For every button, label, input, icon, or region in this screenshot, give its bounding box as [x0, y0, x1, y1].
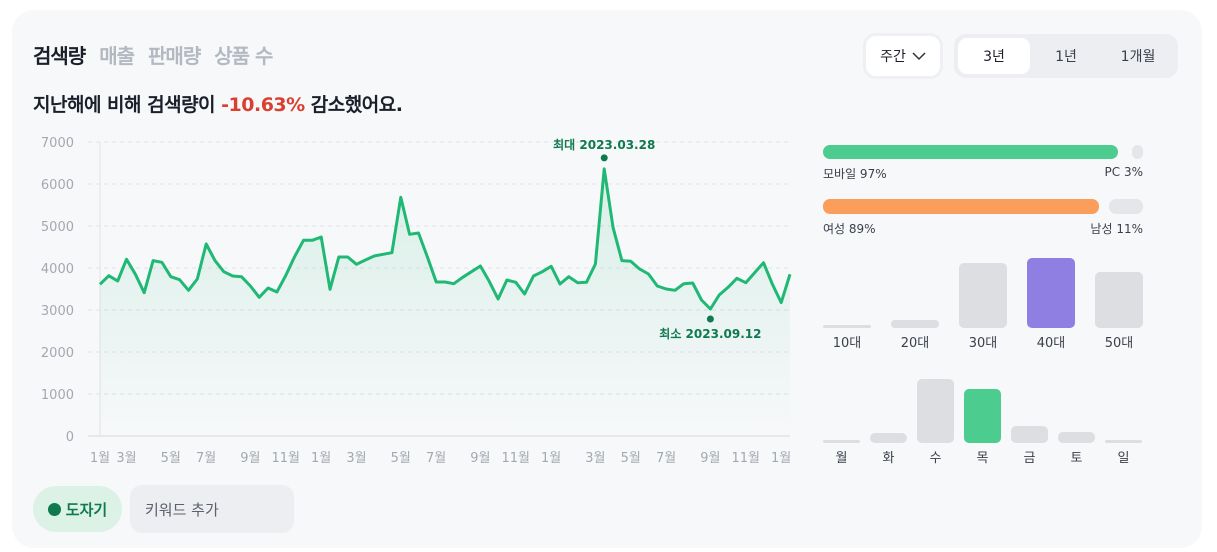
weekday-label: 화: [882, 451, 895, 466]
x-tick-label: 1월: [311, 451, 331, 466]
x-tick-label: 7월: [196, 451, 216, 466]
male-label: 남성 11%: [1090, 222, 1143, 236]
y-tick-label: 1000: [41, 388, 74, 403]
x-tick-label: 5월: [391, 451, 411, 466]
min-marker: [706, 315, 714, 323]
x-tick-label: 3월: [585, 451, 605, 466]
weekday-bar: [870, 432, 907, 443]
weekday-bar: [1058, 432, 1095, 443]
change-value: -10.63%: [221, 94, 305, 116]
weekday-bar: [1011, 425, 1048, 443]
x-tick-label: 11월: [272, 451, 301, 466]
weekday-label: 일: [1117, 451, 1130, 466]
x-tick-label: 3월: [346, 451, 366, 466]
weekday-bar: [917, 379, 954, 443]
weekday-label: 목: [976, 451, 989, 466]
keyword-label: 도자기: [65, 500, 108, 519]
y-tick-label: 5000: [41, 220, 74, 235]
x-tick-label: 9월: [470, 451, 490, 466]
weekday-bar: [964, 389, 1001, 443]
y-tick-label: 0: [66, 430, 74, 445]
x-tick-label: 5월: [161, 451, 181, 466]
min-annotation: 최소 2023.09.12: [659, 326, 761, 341]
range-segmented-control: 3년 1년 1개월: [954, 34, 1178, 78]
pc-label: PC 3%: [1104, 165, 1143, 179]
headline: 지난해에 비해 검색량이 -10.63% 감소했어요.: [33, 90, 403, 117]
x-tick-label: 9월: [700, 451, 720, 466]
tab-search-volume[interactable]: 검색량: [33, 44, 86, 68]
chevron-down-icon: [912, 52, 926, 61]
female-share-bar: [823, 199, 1099, 214]
keyword-chip-dojagi[interactable]: 도자기: [33, 486, 122, 532]
age-group-bar: [1027, 258, 1075, 328]
x-tick-label: 11월: [502, 451, 531, 466]
series-area: [100, 168, 790, 436]
weekday-label: 수: [929, 451, 942, 466]
search-volume-line-chart: 0 1000 2000 3000 4000 5000 6000 7000 1월 3월 5월 7월 9월 1…: [41, 136, 792, 466]
age-group-label: 30대: [968, 336, 998, 351]
tab-sales[interactable]: 매출: [99, 44, 135, 68]
x-tick-label: 5월: [621, 451, 641, 466]
mobile-share-bar: [823, 145, 1118, 159]
metric-tabs: 검색량 매출 판매량 상품 수: [33, 40, 273, 69]
range-3y[interactable]: 3년: [958, 38, 1030, 74]
period-dropdown[interactable]: 주간: [866, 36, 940, 76]
age-group-bar: [823, 325, 871, 328]
weekday-label: 토: [1070, 451, 1083, 466]
x-tick-label: 7월: [426, 451, 446, 466]
x-tick-label: 1월: [90, 451, 110, 466]
male-share-bar: [1108, 199, 1143, 214]
x-tick-label: 1월: [771, 451, 791, 466]
range-1y[interactable]: 1년: [1055, 49, 1077, 65]
x-tick-label: 7월: [656, 451, 676, 466]
y-tick-label: 3000: [41, 304, 74, 319]
weekday-bar: [1105, 439, 1142, 443]
pc-share-bar: [1132, 145, 1143, 159]
age-group-label: 20대: [900, 336, 930, 351]
age-group-bar: [1095, 272, 1143, 328]
series-line: [98, 167, 792, 311]
y-tick-label: 6000: [41, 178, 74, 193]
range-1m[interactable]: 1개월: [1120, 49, 1156, 65]
age-group-bar: [959, 262, 1007, 328]
weekday-label: 금: [1023, 451, 1036, 466]
mobile-label: 모바일 97%: [823, 167, 887, 181]
tab-product-count[interactable]: 상품 수: [214, 44, 273, 68]
x-tick-label: 11월: [732, 451, 761, 466]
max-annotation: 최대 2023.03.28: [553, 137, 655, 152]
age-group-label: 40대: [1036, 336, 1066, 351]
y-tick-label: 2000: [41, 346, 74, 361]
headline-prefix: 지난해에 비해 검색량이: [33, 94, 222, 116]
series-color-dot-icon: [47, 502, 61, 516]
y-tick-label: 7000: [41, 136, 74, 151]
headline-suffix: 감소했어요.: [304, 94, 403, 116]
period-value: 주간: [880, 49, 906, 65]
weekday-label: 월: [835, 451, 848, 466]
x-tick-label: 9월: [240, 451, 260, 466]
age-group-label: 10대: [832, 336, 862, 351]
x-tick-label: 1월: [541, 451, 561, 466]
female-label: 여성 89%: [823, 222, 876, 236]
age-group-bar: [891, 319, 939, 328]
weekday-bar: [823, 440, 860, 443]
y-tick-label: 4000: [41, 262, 74, 277]
add-keyword-input[interactable]: 키워드 추가: [130, 485, 294, 533]
tab-units-sold[interactable]: 판매량: [148, 44, 201, 68]
max-marker: [600, 154, 608, 162]
age-group-label: 50대: [1104, 336, 1134, 351]
x-tick-label: 3월: [116, 451, 136, 466]
